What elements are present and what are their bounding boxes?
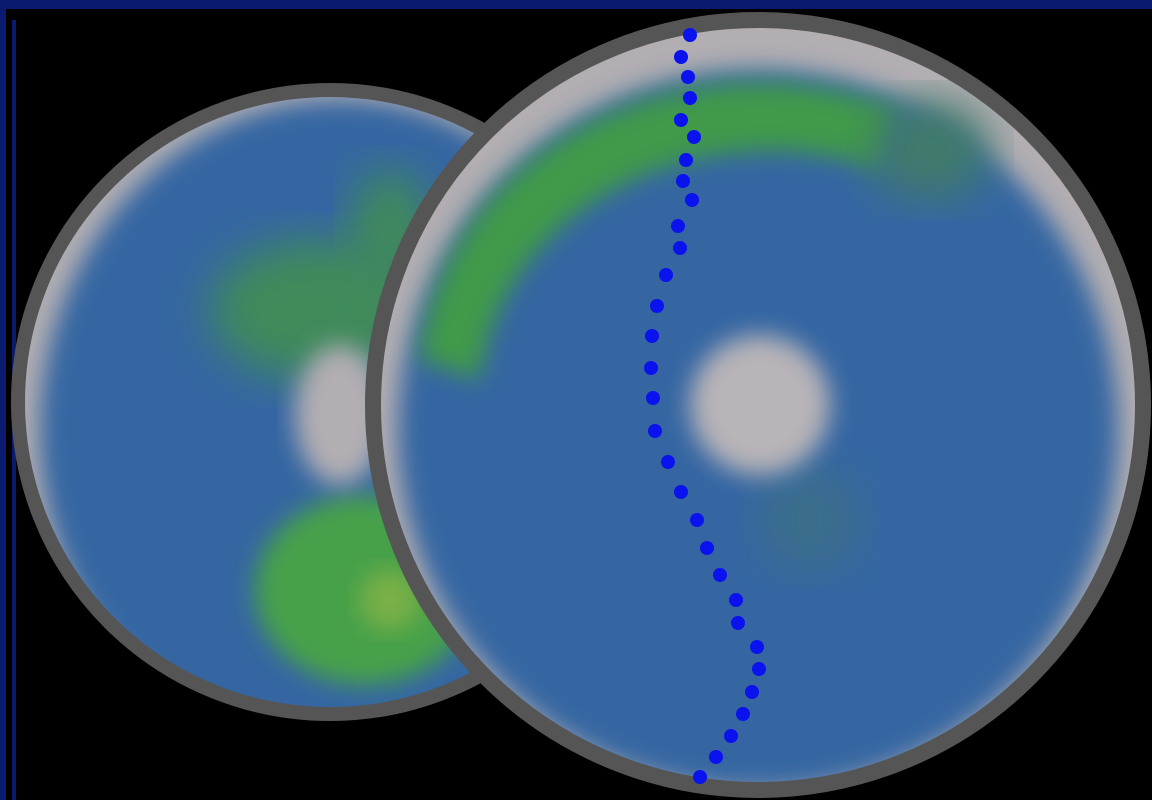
dotted-path [644, 28, 766, 784]
right-disc-map [373, 20, 1143, 790]
top-bar [0, 0, 1152, 9]
left-bar [0, 0, 6, 800]
right-disc-rim [365, 12, 1151, 798]
